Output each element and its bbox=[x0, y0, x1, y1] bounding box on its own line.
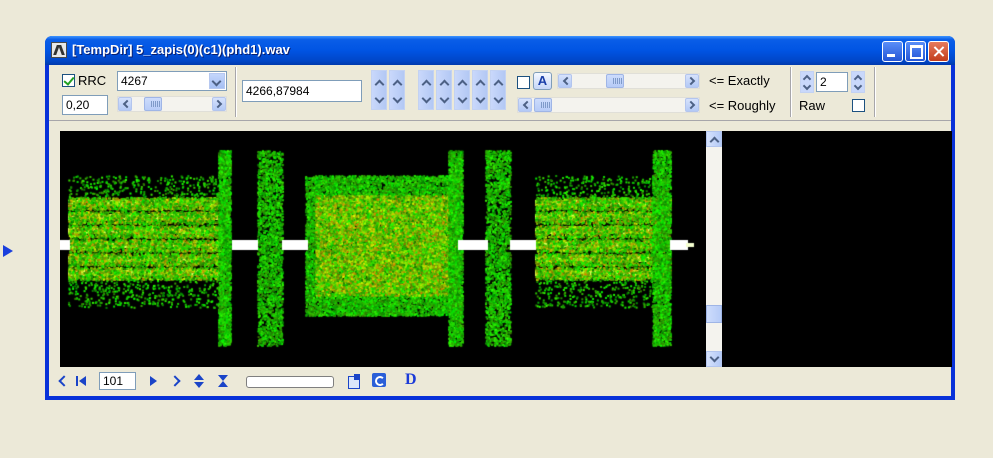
rrc-checkbox[interactable] bbox=[62, 74, 75, 87]
down-arrow-icon[interactable] bbox=[439, 93, 450, 104]
step-back-icon[interactable] bbox=[76, 374, 90, 388]
rrc-label: RRC bbox=[78, 73, 107, 88]
title-bar[interactable]: [TempDir] 5_zapis(0)(c1)(phd1).wav bbox=[45, 36, 955, 65]
up-arrow-icon[interactable] bbox=[439, 79, 450, 90]
scroll-left-icon[interactable] bbox=[118, 97, 132, 111]
freq-spin-1[interactable] bbox=[371, 70, 387, 110]
digit-spin-2[interactable] bbox=[436, 70, 452, 110]
close-button[interactable] bbox=[928, 41, 949, 62]
collapse-vertical-icon[interactable] bbox=[216, 374, 230, 388]
up-arrow-icon[interactable] bbox=[392, 79, 403, 90]
raw-checkbox[interactable] bbox=[852, 99, 865, 112]
scroll-right-icon[interactable] bbox=[212, 97, 226, 111]
down-arrow-icon[interactable] bbox=[802, 81, 812, 91]
progress-bar bbox=[246, 376, 334, 388]
scroll-right-icon[interactable] bbox=[685, 74, 699, 88]
up-arrow-icon[interactable] bbox=[374, 79, 385, 90]
position-input[interactable]: 101 bbox=[99, 372, 136, 390]
app-icon[interactable] bbox=[51, 42, 67, 58]
rrc-value-select[interactable]: 4267 bbox=[117, 71, 227, 91]
down-arrow-icon[interactable] bbox=[374, 93, 385, 104]
roughly-label: <= Roughly bbox=[709, 98, 776, 113]
count-input[interactable]: 2 bbox=[816, 72, 848, 92]
toolbar: RRC 4267 0,20 4266,87984 A bbox=[49, 65, 951, 121]
window-title: [TempDir] 5_zapis(0)(c1)(phd1).wav bbox=[72, 42, 290, 57]
count-spin-left[interactable] bbox=[800, 71, 814, 93]
auto-button[interactable]: A bbox=[533, 72, 552, 90]
scroll-thumb[interactable] bbox=[706, 305, 722, 323]
toolbar-separator bbox=[874, 67, 876, 117]
undo-icon[interactable] bbox=[372, 373, 386, 387]
auto-checkbox[interactable] bbox=[517, 76, 530, 89]
bottom-toolbar: 101 D bbox=[49, 368, 951, 394]
scroll-down-icon[interactable] bbox=[706, 351, 722, 367]
digit-spin-5[interactable] bbox=[490, 70, 506, 110]
scroll-right-icon[interactable] bbox=[685, 98, 699, 112]
spectrogram-view[interactable] bbox=[60, 131, 952, 367]
exactly-label: <= Exactly bbox=[709, 73, 770, 88]
maximize-button[interactable] bbox=[905, 41, 926, 62]
scroll-thumb[interactable] bbox=[144, 97, 162, 111]
app-window: [TempDir] 5_zapis(0)(c1)(phd1).wav RRC 4… bbox=[45, 36, 955, 400]
frequency-input[interactable]: 4266,87984 bbox=[242, 80, 362, 102]
toolbar-separator bbox=[790, 67, 792, 117]
step-forward-icon[interactable] bbox=[146, 374, 160, 388]
rolloff-scrollbar[interactable] bbox=[117, 96, 227, 112]
up-arrow-icon[interactable] bbox=[475, 79, 486, 90]
expand-vertical-icon[interactable] bbox=[192, 374, 206, 388]
down-arrow-icon[interactable] bbox=[392, 93, 403, 104]
frequency-marker-icon[interactable] bbox=[3, 245, 13, 257]
spectrogram-scrollbar[interactable] bbox=[706, 131, 722, 367]
digit-spin-4[interactable] bbox=[472, 70, 488, 110]
scroll-left-icon[interactable] bbox=[558, 74, 572, 88]
down-arrow-icon[interactable] bbox=[421, 93, 432, 104]
exactly-scrollbar[interactable] bbox=[557, 73, 700, 89]
digit-spin-3[interactable] bbox=[454, 70, 470, 110]
count-spin-right[interactable] bbox=[851, 71, 865, 93]
up-arrow-icon[interactable] bbox=[421, 79, 432, 90]
down-arrow-icon[interactable] bbox=[493, 93, 504, 104]
down-arrow-icon[interactable] bbox=[853, 81, 863, 91]
client-area: RRC 4267 0,20 4266,87984 A bbox=[49, 65, 952, 396]
digit-spin-1[interactable] bbox=[418, 70, 434, 110]
scroll-thumb[interactable] bbox=[606, 74, 624, 88]
down-arrow-icon[interactable] bbox=[457, 93, 468, 104]
freq-spin-2[interactable] bbox=[389, 70, 405, 110]
down-arrow-icon[interactable] bbox=[475, 93, 486, 104]
next-icon[interactable] bbox=[170, 374, 184, 388]
save-icon[interactable] bbox=[347, 374, 361, 389]
scroll-left-icon[interactable] bbox=[518, 98, 532, 112]
roughly-scrollbar[interactable] bbox=[517, 97, 700, 113]
toolbar-separator bbox=[235, 67, 237, 117]
up-arrow-icon[interactable] bbox=[457, 79, 468, 90]
prev-icon[interactable] bbox=[55, 374, 69, 388]
d-button[interactable]: D bbox=[405, 371, 417, 388]
up-arrow-icon[interactable] bbox=[493, 79, 504, 90]
rrc-value-text: 4267 bbox=[121, 74, 148, 88]
scroll-thumb[interactable] bbox=[534, 98, 552, 112]
raw-label: Raw bbox=[799, 98, 826, 113]
minimize-button[interactable] bbox=[882, 41, 903, 62]
chevron-down-icon[interactable] bbox=[209, 73, 225, 89]
spectrogram-canvas[interactable] bbox=[60, 131, 706, 367]
scroll-up-icon[interactable] bbox=[706, 131, 722, 147]
rolloff-input[interactable]: 0,20 bbox=[62, 95, 108, 115]
